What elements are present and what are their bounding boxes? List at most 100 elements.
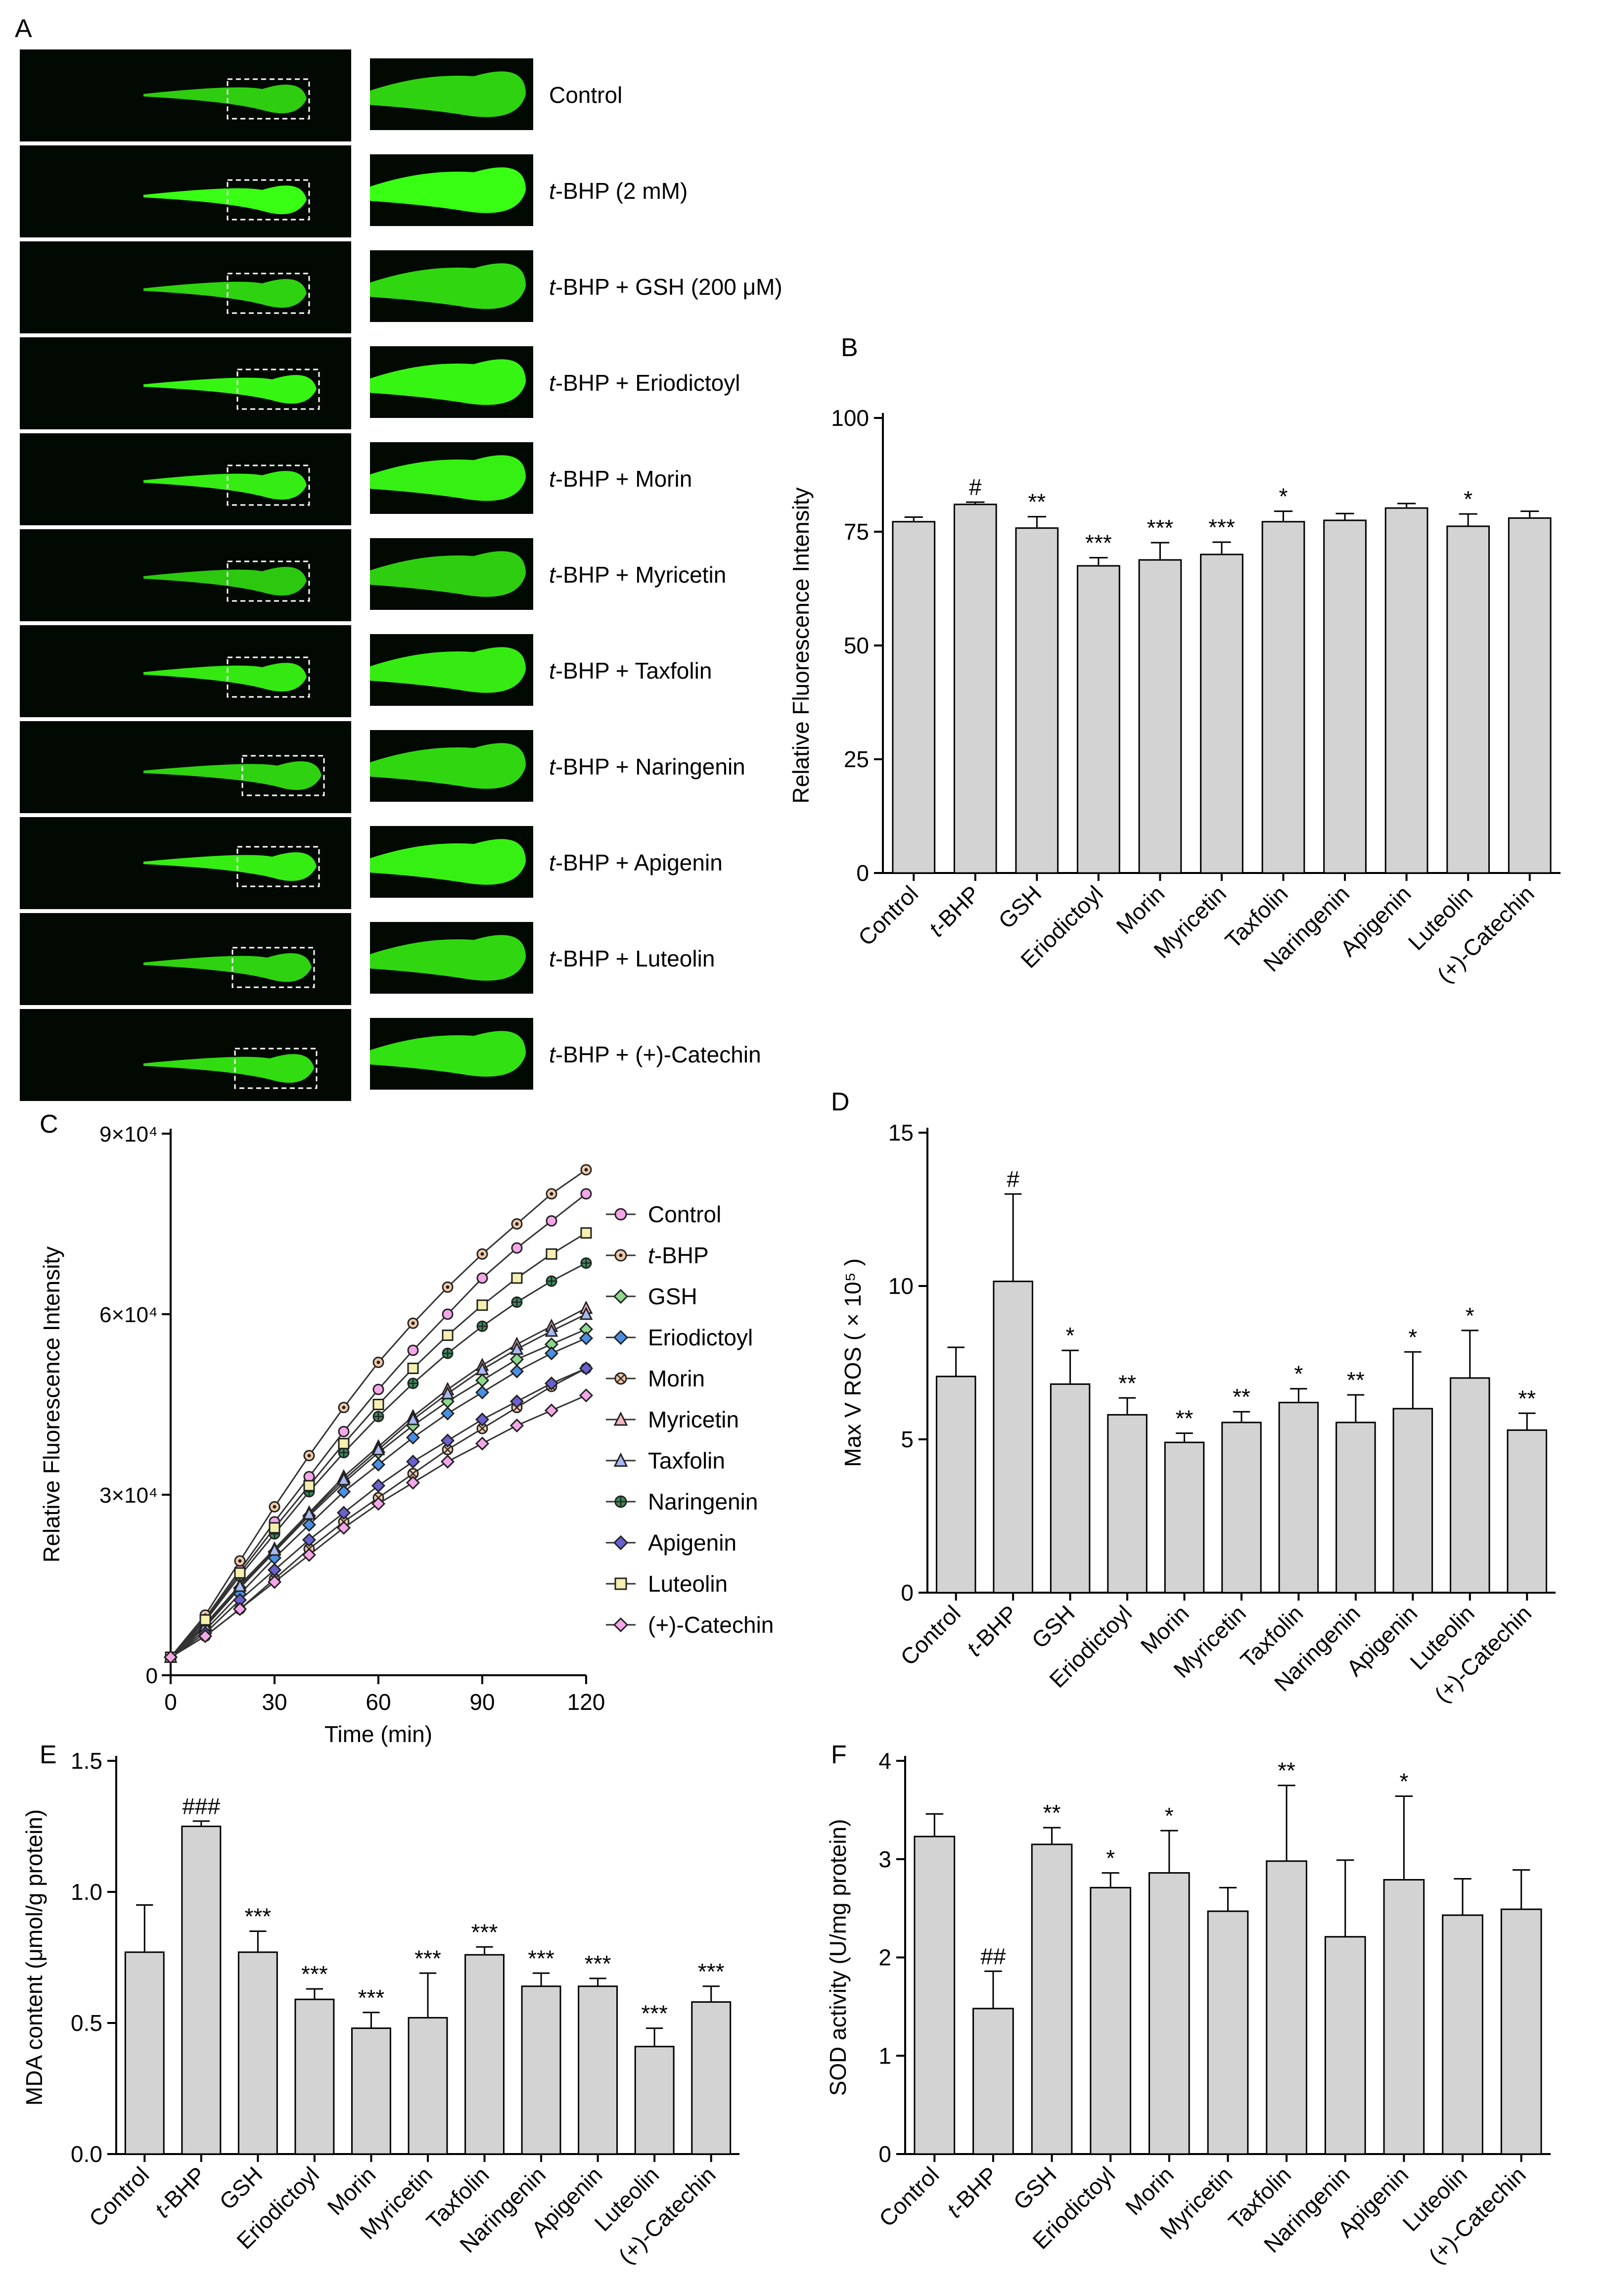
data-point xyxy=(476,1272,488,1284)
panel-letter-d: D xyxy=(831,1088,850,1116)
label-text: -BHP + Eriodictoyl xyxy=(555,370,740,396)
fluorescence-zoom xyxy=(370,935,526,981)
y-tick-label: 0 xyxy=(856,860,869,886)
significance-mark: * xyxy=(1066,1323,1075,1348)
label-text: Luteolin xyxy=(648,1571,728,1597)
treatment-label: t-BHP + GSH (200 μM) xyxy=(549,274,782,300)
x-tick-label: GSH xyxy=(214,2161,267,2214)
significance-mark: *** xyxy=(1147,515,1174,541)
legend-label: (+)-Catechin xyxy=(648,1612,774,1638)
bar xyxy=(294,1998,335,2155)
significance-mark: # xyxy=(1007,1166,1019,1192)
data-point xyxy=(509,1418,524,1433)
bar xyxy=(351,2027,391,2155)
data-point xyxy=(475,1436,490,1451)
bar xyxy=(935,1376,976,1594)
bar xyxy=(691,2001,732,2155)
significance-mark: ** xyxy=(1028,489,1046,515)
data-point xyxy=(579,1306,593,1320)
treatment-label: t-BHP + Luteolin xyxy=(549,946,715,971)
data-point xyxy=(613,1617,629,1633)
y-axis-title: SOD activity (U/mg protein) xyxy=(825,1819,851,2096)
data-point-center xyxy=(376,1360,380,1364)
data-point xyxy=(613,1452,628,1467)
zoom-box xyxy=(234,1048,318,1089)
bar xyxy=(972,2008,1014,2155)
data-point-cross xyxy=(409,1469,417,1478)
y-tick-label: 50 xyxy=(844,633,869,658)
data-point xyxy=(613,1411,628,1426)
bar xyxy=(993,1281,1033,1594)
data-point-center xyxy=(515,1222,519,1226)
bar xyxy=(914,1836,956,2155)
bar xyxy=(578,1985,618,2155)
significance-mark: *** xyxy=(471,1919,498,1945)
treatment-label: t-BHP (2 mM) xyxy=(549,178,688,204)
data-point xyxy=(302,1533,317,1547)
label-text: (+)-Catechin xyxy=(648,1612,774,1638)
y-axis-title: MDA content (μmol/g protein) xyxy=(21,1809,47,2106)
zoom-box xyxy=(227,273,310,314)
fluorescence-zoom xyxy=(370,647,526,693)
treatment-label: t-BHP + Eriodictoyl xyxy=(549,370,740,396)
bar xyxy=(1050,1383,1091,1594)
data-point xyxy=(407,1363,419,1374)
y-tick-label: 0 xyxy=(146,1664,158,1688)
significance-mark: * xyxy=(1466,1303,1474,1329)
legend-label: Control xyxy=(648,1201,721,1227)
label-italic-prefix: t xyxy=(549,1042,556,1067)
fluorescence-body xyxy=(143,471,307,500)
x-tick-label: Control xyxy=(84,2161,154,2232)
label-italic-prefix: t xyxy=(549,658,556,684)
data-point xyxy=(371,1497,386,1511)
fluorescence-zoom xyxy=(370,167,526,213)
data-point-center xyxy=(480,1252,484,1256)
treatment-label: t-BHP + (+)-Catechin xyxy=(549,1042,761,1067)
significance-mark: *** xyxy=(585,1951,611,1976)
data-point xyxy=(407,1344,419,1356)
data-point xyxy=(614,1208,627,1221)
bar xyxy=(124,1951,165,2155)
bar xyxy=(1138,559,1182,874)
label-italic-prefix: t xyxy=(549,850,556,875)
legend-label: Luteolin xyxy=(648,1571,728,1597)
label-italic-prefix: t xyxy=(549,946,556,971)
y-tick-label: 75 xyxy=(844,519,869,545)
data-point xyxy=(267,1575,282,1589)
data-point xyxy=(198,1629,213,1644)
label-italic-prefix: t xyxy=(549,178,556,204)
y-tick-label: 0 xyxy=(878,2141,891,2167)
data-point-center xyxy=(273,1505,276,1509)
data-point xyxy=(509,1394,524,1409)
data-point xyxy=(579,1388,594,1403)
fluorescence-body xyxy=(143,852,317,881)
label-text: -BHP + GSH (200 μM) xyxy=(555,274,782,300)
zoom-box xyxy=(227,78,310,120)
series-6: Taxfolin xyxy=(164,1306,725,1663)
y-tick-label: 9×10⁴ xyxy=(99,1122,158,1147)
data-point xyxy=(580,1188,592,1200)
label-text: -BHP (2 mM) xyxy=(555,178,688,204)
data-point-center xyxy=(584,1168,588,1172)
label-text: Morin xyxy=(648,1366,705,1391)
x-tick-label: 0 xyxy=(164,1689,177,1715)
data-point xyxy=(580,1227,592,1239)
data-point-cross xyxy=(444,1445,452,1454)
data-point xyxy=(406,1454,420,1469)
data-point xyxy=(476,1299,488,1311)
legend-label: GSH xyxy=(648,1284,697,1309)
label-text: -BHP + Myricetin xyxy=(555,562,727,588)
bar xyxy=(1507,1429,1548,1594)
fluorescence-body xyxy=(143,279,307,308)
significance-mark: ### xyxy=(182,1793,220,1819)
legend-label: Naringenin xyxy=(648,1489,758,1515)
data-point xyxy=(406,1475,420,1490)
bar xyxy=(521,1985,561,2155)
data-point xyxy=(234,1567,246,1579)
data-point xyxy=(372,1383,384,1395)
fluorescence-zoom xyxy=(370,839,526,885)
data-point xyxy=(338,1438,350,1450)
zoom-box xyxy=(227,560,310,602)
data-point xyxy=(511,1242,523,1254)
bar xyxy=(1207,1910,1249,2155)
